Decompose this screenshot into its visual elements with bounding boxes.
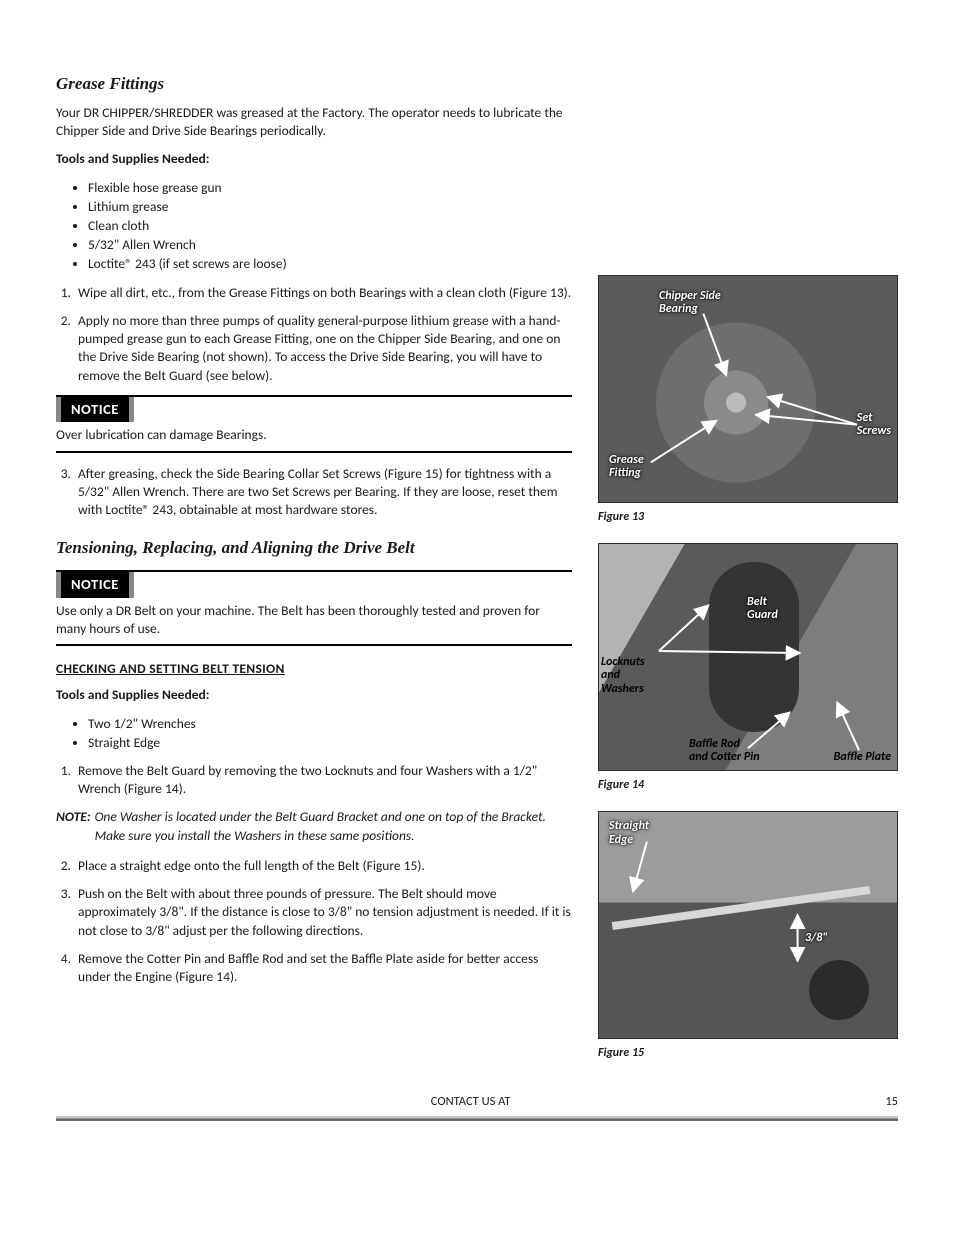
intro-paragraph: Your DR CHIPPER/SHREDDER was greased at …: [56, 104, 572, 140]
pulley-shape: [809, 960, 869, 1020]
list-item: After greasing, check the Side Bearing C…: [74, 465, 572, 520]
left-column: Grease Fittings Your DR CHIPPER/SHREDDER…: [56, 55, 572, 1080]
figure-14: Belt Guard Locknuts and Washers Baffle R…: [598, 543, 898, 793]
fig13-label-grease: Grease Fitting: [609, 454, 644, 480]
tools-list-2: Two 1/2" Wrenches Straight Edge: [56, 715, 572, 752]
steps-list-1a: Wipe all dirt, etc., from the Grease Fit…: [56, 284, 572, 385]
figure-15: Straight Edge 3/8" Figure 15: [598, 811, 898, 1061]
steps-list-1b: After greasing, check the Side Bearing C…: [56, 465, 572, 520]
heading-grease-fittings: Grease Fittings: [56, 73, 572, 96]
divider: [56, 644, 572, 646]
footer-contact: CONTACT US AT: [431, 1094, 511, 1111]
divider: [56, 451, 572, 453]
page-number: 15: [885, 1094, 898, 1111]
fig15-caption: Figure 15: [598, 1045, 898, 1061]
fig14-label-lock: Locknuts and Washers: [601, 656, 645, 696]
list-item: Place a straight edge onto the full leng…: [74, 857, 572, 875]
list-item: Remove the Belt Guard by removing the tw…: [74, 762, 572, 798]
notice-block-1: NOTICE: [56, 397, 572, 423]
fig13-label-chipper: Chipper Side Bearing: [659, 290, 721, 316]
list-item: 5/32" Allen Wrench: [88, 236, 572, 254]
tools-heading-1: Tools and Supplies Needed:: [56, 150, 572, 168]
fig14-label-plate: Baffle Plate: [834, 751, 891, 764]
list-item: Wipe all dirt, etc., from the Grease Fit…: [74, 284, 572, 302]
subheading-checking: CHECKING AND SETTING BELT TENSION: [56, 660, 572, 678]
fig14-label-rod: Baffle Rod and Cotter Pin: [689, 738, 760, 764]
list-item: Loctite® 243 (if set screws are loose): [88, 255, 572, 273]
list-item: Lithium grease: [88, 198, 572, 216]
heading-tensioning: Tensioning, Replacing, and Aligning the …: [56, 537, 572, 560]
fig13-label-set: Set Screws: [857, 412, 891, 438]
list-item: Clean cloth: [88, 217, 572, 235]
belt-guard-shape: [709, 562, 799, 732]
tools-heading-2: Tools and Supplies Needed:: [56, 686, 572, 704]
notice-text-2: Use only a DR Belt on your machine. The …: [56, 602, 572, 638]
notice-badge: NOTICE: [56, 572, 134, 598]
straight-edge-shape: [612, 886, 871, 930]
notice-text-1: Over lubrication can damage Bearings.: [56, 426, 572, 444]
list-item: Apply no more than three pumps of qualit…: [74, 312, 572, 385]
notice-badge: NOTICE: [56, 397, 134, 423]
list-item: Flexible hose grease gun: [88, 179, 572, 197]
figure-14-image: Belt Guard Locknuts and Washers Baffle R…: [598, 543, 898, 771]
note-label: NOTE:: [56, 808, 91, 844]
figure-13: Chipper Side Bearing Set Screws Grease F…: [598, 275, 898, 525]
fig14-caption: Figure 14: [598, 777, 898, 793]
note-text: One Washer is located under the Belt Gua…: [95, 808, 572, 844]
list-item: Push on the Belt with about three pounds…: [74, 885, 572, 940]
figure-13-image: Chipper Side Bearing Set Screws Grease F…: [598, 275, 898, 503]
right-column: Chipper Side Bearing Set Screws Grease F…: [598, 55, 898, 1080]
notice-block-2: NOTICE: [56, 572, 572, 598]
note-line: NOTE: One Washer is located under the Be…: [56, 808, 572, 844]
tools-list-1: Flexible hose grease gun Lithium grease …: [56, 179, 572, 274]
fig15-label-measure: 3/8": [805, 932, 828, 945]
page-footer: CONTACT US AT 15: [56, 1094, 898, 1111]
footer-bar: [56, 1116, 898, 1121]
figure-15-image: Straight Edge 3/8": [598, 811, 898, 1039]
list-item: Remove the Cotter Pin and Baffle Rod and…: [74, 950, 572, 986]
list-item: Straight Edge: [88, 734, 572, 752]
fig13-caption: Figure 13: [598, 509, 898, 525]
fig15-label-straight: Straight Edge: [609, 820, 649, 846]
fig14-label-belt: Belt Guard: [747, 596, 778, 622]
steps-list-2b: Place a straight edge onto the full leng…: [56, 857, 572, 986]
steps-list-2: Remove the Belt Guard by removing the tw…: [56, 762, 572, 798]
list-item: Two 1/2" Wrenches: [88, 715, 572, 733]
